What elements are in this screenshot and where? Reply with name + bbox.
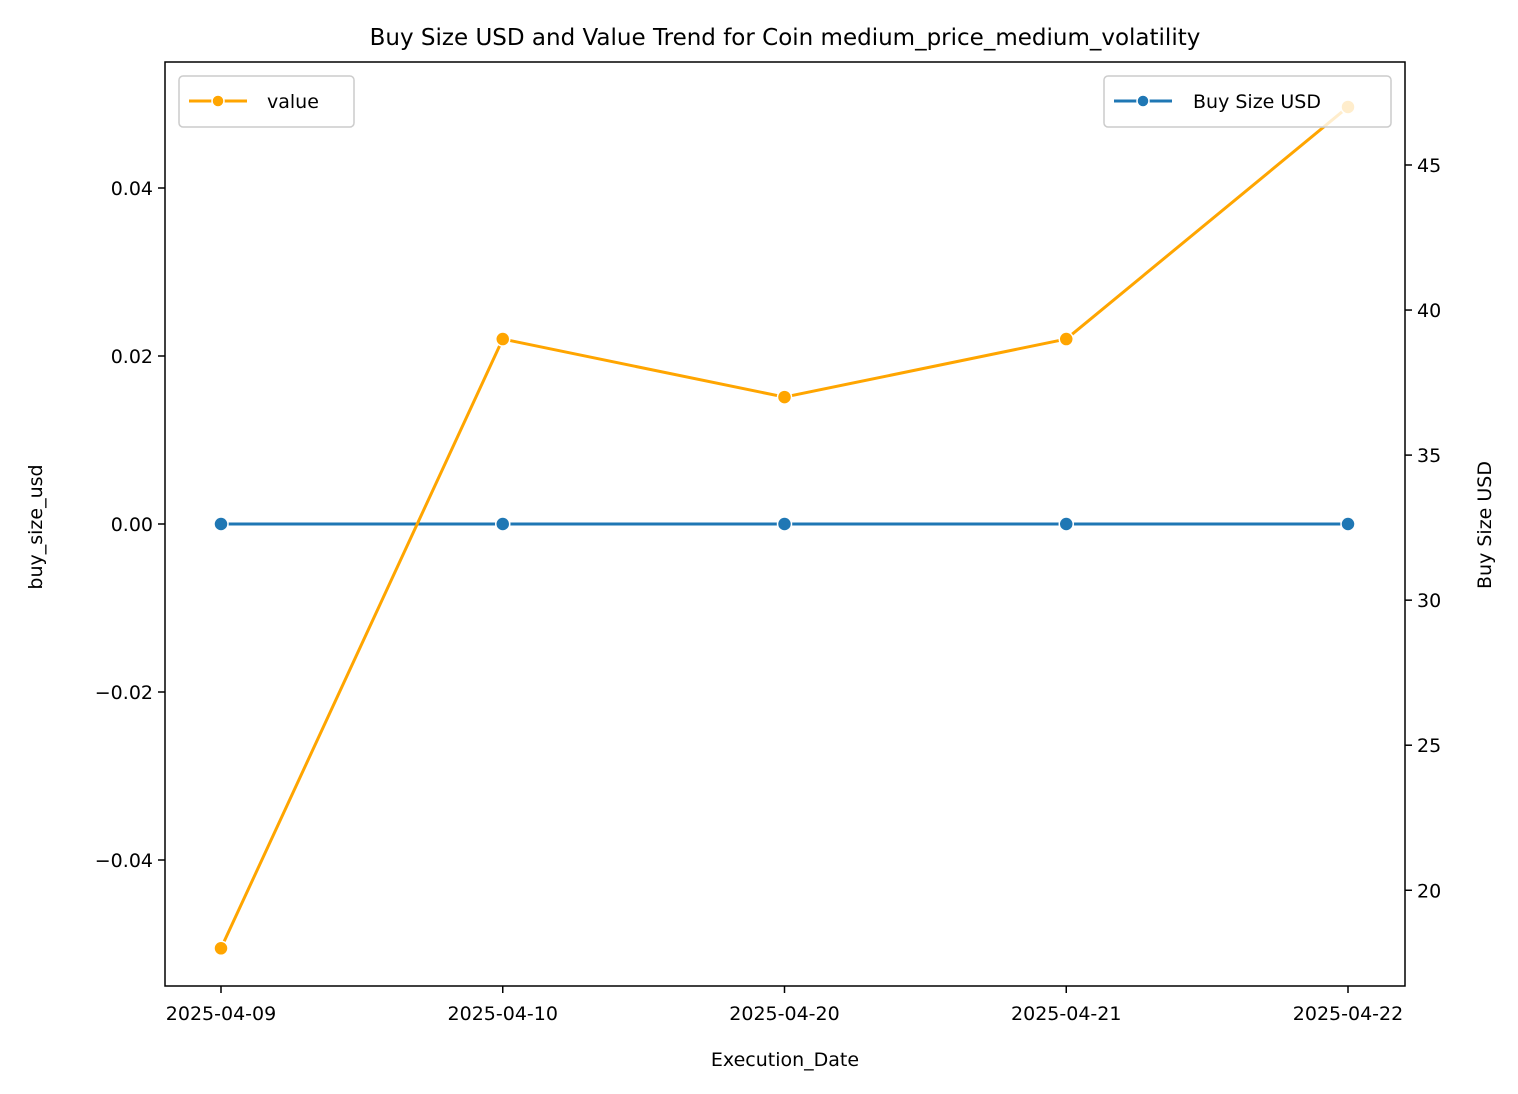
data-point-value	[213, 940, 229, 957]
x-tick-label: 2025-04-09	[166, 1003, 276, 1025]
right-y-tick-label: 45	[1417, 155, 1441, 177]
right-y-axis: 20 25 30 35 40 45	[1405, 155, 1441, 902]
legend-label: Buy Size USD	[1193, 91, 1321, 113]
left-y-tick-label: −0.04	[95, 850, 153, 872]
right-y-tick-label: 35	[1417, 445, 1441, 467]
x-axis: 2025-04-09 2025-04-10 2025-04-20 2025-04-21…	[166, 986, 1403, 1025]
x-axis-label: Execution_Date	[711, 1049, 859, 1071]
data-point-buy-size-usd	[776, 516, 793, 532]
x-tick-label: 2025-04-20	[729, 1003, 839, 1025]
data-point-buy-size-usd	[1340, 516, 1356, 532]
right-y-tick-label: 25	[1417, 735, 1441, 757]
series-layer	[213, 99, 1356, 957]
x-tick-label: 2025-04-10	[448, 1003, 558, 1025]
legend-marker	[211, 94, 225, 108]
left-y-tick-label: 0.04	[111, 178, 153, 200]
data-point-value	[1058, 331, 1074, 347]
legend-frame	[178, 75, 355, 128]
x-tick-label: 2025-04-22	[1293, 1003, 1403, 1025]
chart-title: Buy Size USD and Value Trend for Coin me…	[370, 25, 1201, 51]
right-y-tick-label: 20	[1417, 880, 1441, 902]
left-y-tick-label: 0.00	[111, 514, 153, 536]
left-y-axis-label: buy_size_usd	[25, 464, 47, 589]
left-y-tick-label: 0.02	[111, 346, 153, 368]
legend-buy-size-usd: Buy Size USD	[1103, 75, 1392, 128]
data-point-buy-size-usd	[213, 516, 229, 532]
legend-marker	[1136, 94, 1150, 108]
data-point-buy-size-usd	[1058, 516, 1074, 532]
x-tick-label: 2025-04-21	[1011, 1003, 1121, 1025]
data-point-value	[776, 389, 793, 405]
data-point-buy-size-usd	[495, 516, 511, 532]
left-y-axis: −0.04 −0.02 0.00 0.02 0.04	[95, 178, 165, 872]
legend-frame	[1103, 75, 1392, 128]
legend-label: value	[267, 91, 319, 113]
right-y-tick-label: 30	[1417, 590, 1441, 612]
right-y-axis-label: Buy Size USD	[1474, 461, 1496, 589]
left-y-tick-label: −0.02	[95, 682, 153, 704]
legend-value: value	[178, 75, 355, 128]
right-y-tick-label: 40	[1417, 300, 1441, 322]
data-point-value	[495, 331, 511, 347]
